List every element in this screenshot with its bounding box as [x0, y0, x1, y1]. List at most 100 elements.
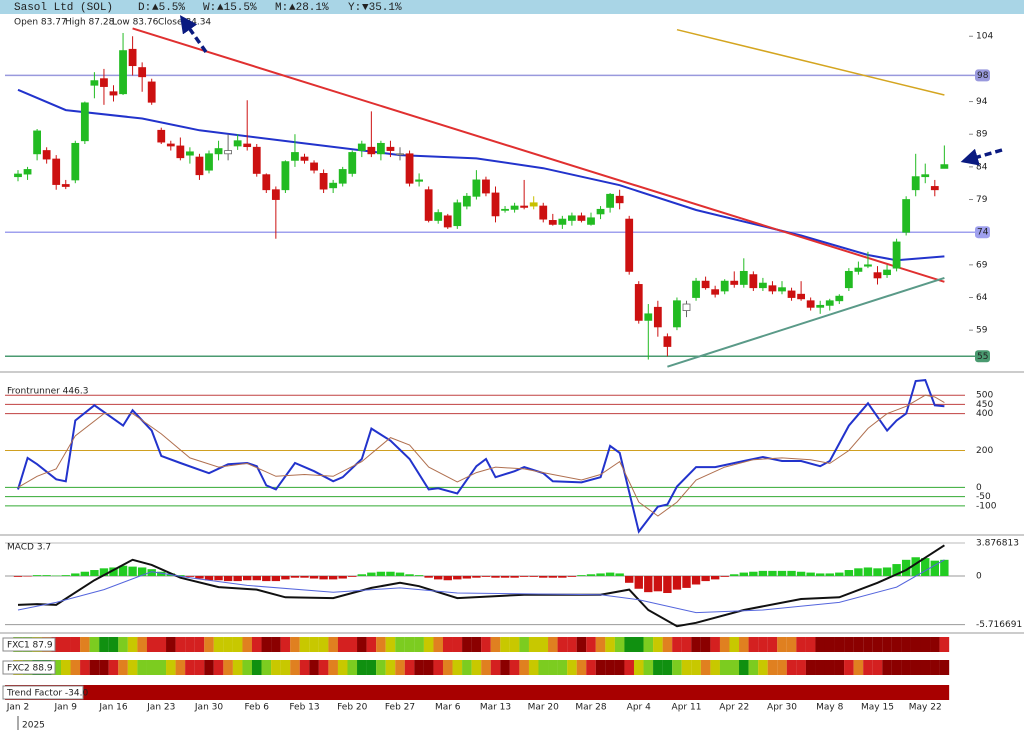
candle-body	[185, 151, 194, 156]
heat-cell	[223, 660, 233, 675]
heat-cell	[337, 637, 348, 652]
candle-body	[424, 189, 433, 221]
candle-body	[243, 143, 252, 148]
heat-cell	[557, 660, 568, 675]
heat-cell	[328, 637, 338, 652]
y-tick-label: 104	[976, 32, 993, 42]
candle-body	[434, 212, 443, 221]
histogram-bar	[453, 575, 462, 580]
heat-cell	[834, 660, 845, 675]
histogram-bar	[137, 567, 147, 576]
y-tick-label: 0	[976, 571, 982, 581]
heat-cell	[595, 637, 606, 652]
candle-body	[768, 285, 777, 292]
histogram-bar	[940, 559, 949, 576]
heat-cell	[347, 637, 358, 652]
heat-cell	[777, 660, 787, 675]
heat-cell	[223, 637, 233, 652]
x-tick-label: Apr 11	[672, 703, 702, 713]
histogram-bar	[204, 575, 214, 581]
histogram-bar	[491, 575, 500, 578]
histogram-bar	[720, 575, 729, 577]
heat-cell	[146, 660, 157, 675]
heat-cell	[538, 660, 549, 675]
heat-cell	[824, 660, 835, 675]
series-line	[17, 559, 945, 614]
candle-body	[940, 164, 949, 169]
heat-cell	[137, 660, 147, 675]
x-tick-label: Feb 13	[289, 703, 319, 713]
change-value: ▲5.5%	[152, 2, 185, 14]
histogram-bar	[443, 575, 452, 581]
candle-body	[520, 205, 529, 208]
stock-title: Sasol Ltd (SOL)	[14, 2, 113, 14]
heat-cell	[605, 637, 615, 652]
heat-cell	[146, 637, 157, 652]
heat-cell	[882, 660, 892, 675]
histogram-bar	[32, 575, 42, 576]
candle-body	[816, 304, 825, 308]
histogram-bar	[376, 571, 386, 576]
candle-body	[386, 146, 395, 151]
candle-body	[892, 241, 901, 269]
candle-body	[548, 220, 557, 225]
heat-cell	[719, 637, 730, 652]
y-tick-label: 89	[976, 130, 988, 140]
heat-cell	[70, 660, 81, 675]
strip-label: FXC1 87.9	[7, 641, 53, 651]
heat-cell	[872, 660, 883, 675]
histogram-bar	[539, 575, 548, 578]
histogram-bar	[863, 567, 873, 576]
histogram-bar	[118, 565, 128, 576]
heat-cell	[901, 660, 911, 675]
candle-body	[596, 208, 605, 215]
candle-body	[42, 150, 51, 160]
heat-cell	[204, 660, 214, 675]
candle-body	[921, 174, 930, 178]
y-tick-label: 0	[976, 483, 982, 493]
heat-cell	[414, 660, 424, 675]
y-tick-label: 450	[976, 400, 993, 410]
heat-cell	[175, 660, 186, 675]
heat-cell	[509, 660, 520, 675]
candle-body	[806, 300, 815, 308]
heat-cell	[853, 637, 864, 652]
strip-label-box	[2, 685, 84, 700]
heat-cell	[433, 660, 444, 675]
ohlc-info: Low 83.76	[112, 18, 159, 28]
heat-cell	[700, 660, 711, 675]
candle-body	[71, 142, 80, 181]
histogram-bar	[434, 575, 443, 580]
candle-body	[453, 202, 462, 227]
x-tick-label: Feb 27	[385, 703, 415, 713]
heat-cell	[452, 660, 463, 675]
candle-body	[472, 179, 481, 197]
heat-cell	[633, 660, 644, 675]
histogram-bar	[80, 571, 90, 576]
y-tick-label: -5.716691	[976, 620, 1022, 630]
histogram-bar	[195, 575, 204, 579]
candle-body	[367, 146, 376, 155]
heat-cell	[633, 637, 644, 652]
heat-cell	[691, 637, 701, 652]
candle-body	[873, 272, 882, 279]
heat-cell	[691, 660, 701, 675]
candle-body	[100, 78, 108, 87]
candle-body	[577, 215, 586, 221]
histogram-bar	[348, 575, 357, 577]
heat-cell	[605, 660, 615, 675]
heat-cell	[739, 660, 749, 675]
candle-body	[854, 267, 863, 272]
heat-cell	[662, 637, 673, 652]
heat-cell	[586, 660, 596, 675]
candle-body	[252, 146, 261, 174]
series-line	[17, 88, 945, 262]
heat-cell	[910, 637, 921, 652]
level-label: 55	[977, 352, 988, 362]
heat-cell	[70, 637, 81, 652]
change-label: D:	[138, 2, 151, 14]
heat-cell	[318, 660, 329, 675]
y-tick-label: 79	[976, 195, 988, 205]
candle-body	[644, 313, 653, 321]
heat-cell	[567, 637, 577, 652]
